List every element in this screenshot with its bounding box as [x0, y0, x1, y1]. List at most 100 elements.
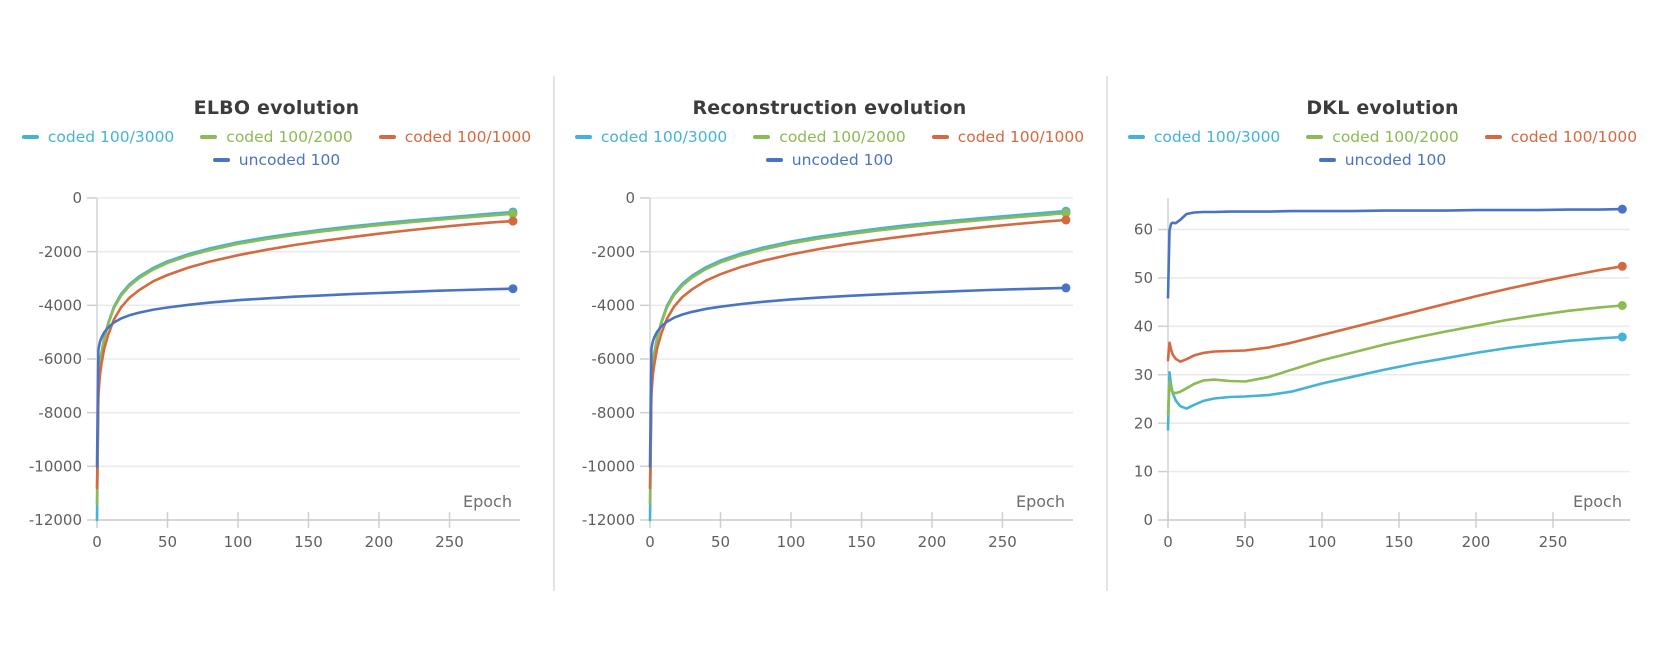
legend-label: coded 100/2000: [1332, 128, 1459, 146]
y-tick-label: -2000: [591, 243, 635, 261]
chart-panel-dkl: DKL evolution coded 100/3000 coded 100/20…: [1106, 0, 1659, 558]
x-tick-label: 150: [294, 533, 323, 551]
chart-legend-elbo: coded 100/3000 coded 100/2000 coded 100/10…: [0, 126, 553, 171]
x-tick-label: 250: [435, 533, 464, 551]
legend-item-coded-100-1000: coded 100/1000: [1484, 128, 1638, 146]
chart-plot-dkl: 0 10 20 30 40 50 60 0 50 100 150 200 250 Epoch: [1134, 198, 1630, 551]
legend-swatch-icon: [212, 158, 230, 162]
y-tick-label: -6000: [591, 350, 635, 368]
legend-item-coded-100-1000: coded 100/1000: [378, 128, 531, 146]
y-tick-label: -2000: [38, 243, 82, 261]
series-endpoint-dot-coded-100-2000: [508, 209, 518, 219]
legend-item-uncoded-100: uncoded 100: [765, 151, 894, 169]
legend-swatch-icon: [574, 135, 592, 139]
x-tick-label: 200: [1462, 533, 1491, 551]
legend-label: coded 100/2000: [226, 128, 353, 146]
y-tick-label: -12000: [582, 511, 635, 529]
charts-canvas: ELBO evolution coded 100/3000 coded 100/2…: [0, 0, 1659, 558]
x-axis-label: Epoch: [463, 492, 512, 511]
y-tick-label: 10: [1134, 463, 1153, 481]
series-endpoint-dot-coded-100-1000: [1061, 215, 1071, 225]
x-tick-label: 50: [711, 533, 730, 551]
y-tick-label: -6000: [38, 350, 82, 368]
chart-panel-reconstruction: Reconstruction evolution coded 100/3000 c…: [553, 0, 1106, 558]
legend-label: coded 100/1000: [1510, 128, 1638, 146]
legend-swatch-icon: [1127, 135, 1145, 139]
y-tick-label: -4000: [591, 296, 635, 314]
y-tick-label: 40: [1134, 317, 1153, 335]
legend-label: coded 100/3000: [1153, 128, 1281, 146]
legend-label: coded 100/2000: [779, 128, 906, 146]
series-line-coded-100-2000: [95, 212, 515, 506]
legend-item-coded-100-2000: coded 100/2000: [200, 128, 353, 146]
y-tick-label: -8000: [38, 404, 82, 422]
legend-label: uncoded 100: [791, 151, 894, 169]
y-tick-label: 0: [72, 189, 82, 207]
x-tick-label: 200: [365, 533, 394, 551]
y-tick-label: 60: [1134, 221, 1153, 239]
x-tick-label: 150: [847, 533, 876, 551]
y-tick-label: 0: [625, 189, 635, 207]
y-tick-label: -4000: [38, 296, 82, 314]
legend-item-coded-100-3000: coded 100/3000: [21, 128, 175, 146]
legend-row: coded 100/3000 coded 100/2000 coded 100/10…: [574, 126, 1085, 148]
y-tick-label: 20: [1134, 414, 1153, 432]
x-tick-label: 150: [1385, 533, 1414, 551]
series-line-uncoded-100: [648, 286, 1068, 468]
series-endpoint-dot-uncoded-100: [1061, 283, 1071, 293]
series-line-coded-100-1000: [648, 218, 1068, 490]
legend-swatch-icon: [378, 135, 396, 139]
series-line-coded-100-1000: [1166, 265, 1624, 363]
series-line-coded-100-1000: [95, 219, 515, 490]
legend-item-coded-100-3000: coded 100/3000: [1127, 128, 1281, 146]
legend-label: coded 100/1000: [957, 128, 1085, 146]
y-tick-label: -10000: [582, 457, 635, 475]
legend-label: uncoded 100: [1344, 151, 1447, 169]
series-line-uncoded-100: [1166, 207, 1624, 299]
legend-item-coded-100-3000: coded 100/3000: [574, 128, 727, 146]
series-endpoint-dot-uncoded-100: [508, 284, 518, 294]
legend-item-coded-100-1000: coded 100/1000: [931, 128, 1085, 146]
x-tick-label: 100: [224, 533, 253, 551]
legend-swatch-icon: [200, 135, 218, 139]
series-line-coded-100-3000: [1166, 335, 1624, 431]
legend-label: uncoded 100: [238, 151, 341, 169]
legend-swatch-icon: [1318, 158, 1336, 162]
chart-title-reconstruction: Reconstruction evolution: [692, 97, 967, 119]
series-endpoint-dot-coded-100-2000: [1617, 300, 1627, 310]
series-endpoint-dot-uncoded-100: [1617, 204, 1627, 214]
series-endpoint-dot-coded-100-1000: [1617, 261, 1627, 271]
legend-label: coded 100/3000: [47, 128, 175, 146]
legend-row: uncoded 100: [1318, 149, 1447, 171]
x-tick-label: 0: [92, 533, 102, 551]
chart-plot-elbo: -12000 -10000 -8000 -6000 -4000 -2000 0 0 50 100 1…: [29, 189, 520, 551]
series-endpoint-dot-coded-100-1000: [508, 216, 518, 226]
x-tick-label: 50: [1235, 533, 1254, 551]
x-tick-label: 250: [988, 533, 1017, 551]
series-line-uncoded-100: [95, 287, 515, 468]
series-line-coded-100-3000: [648, 209, 1068, 522]
legend-item-coded-100-2000: coded 100/2000: [1306, 128, 1459, 146]
x-tick-label: 100: [777, 533, 806, 551]
legend-row: uncoded 100: [765, 149, 894, 171]
legend-row: uncoded 100: [212, 149, 341, 171]
x-tick-label: 0: [645, 533, 655, 551]
chart-panel-elbo: ELBO evolution coded 100/3000 coded 100/2…: [0, 0, 553, 558]
legend-swatch-icon: [1484, 135, 1502, 139]
legend-item-uncoded-100: uncoded 100: [1318, 151, 1447, 169]
legend-swatch-icon: [765, 158, 783, 162]
panel-divider: [553, 76, 555, 591]
x-tick-label: 0: [1163, 533, 1173, 551]
x-tick-label: 200: [918, 533, 947, 551]
series-line-coded-100-2000: [1166, 304, 1624, 416]
legend-row: coded 100/3000 coded 100/2000 coded 100/10…: [1127, 126, 1638, 148]
legend-swatch-icon: [1306, 135, 1324, 139]
y-tick-label: 30: [1134, 366, 1153, 384]
series-endpoint-dot-coded-100-3000: [1617, 332, 1627, 342]
y-tick-label: -10000: [29, 457, 82, 475]
y-tick-label: -8000: [591, 404, 635, 422]
series-line-coded-100-3000: [95, 210, 515, 522]
chart-title-dkl: DKL evolution: [1306, 97, 1459, 119]
legend-swatch-icon: [753, 135, 771, 139]
series-line-coded-100-2000: [648, 211, 1068, 506]
